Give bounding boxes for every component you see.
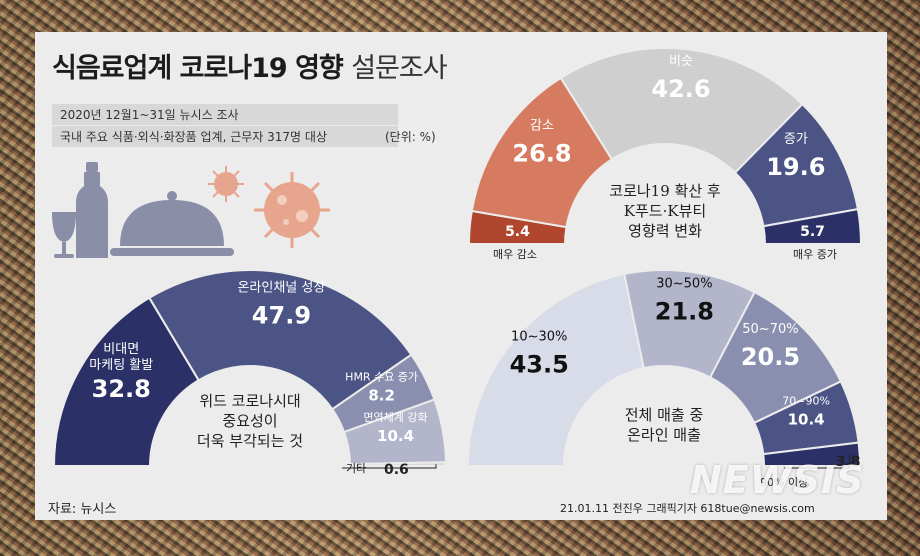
virus-small-icon — [208, 166, 244, 202]
slice-5 — [762, 207, 863, 245]
unit-label: (단위: %) — [385, 130, 436, 144]
category-label: 70~90% — [782, 395, 830, 408]
value-label: 20.5 — [741, 343, 800, 371]
center-text-line: 위드 코로나시대 — [199, 392, 300, 410]
slice-1 — [466, 272, 645, 467]
category-label: 비대면 마케팅 활발 — [89, 342, 153, 373]
survey-target: 국내 주요 식품·외식·화장품 업계, 근무자 317명 대상 — [52, 126, 398, 147]
wine-glass-icon — [52, 212, 76, 258]
slice-3 — [559, 47, 804, 175]
category-label: 온라인채널 성장 — [237, 280, 325, 295]
value-label: 10.4 — [377, 427, 414, 445]
category-label: 10~30% — [511, 330, 567, 345]
category-label: 30~50% — [656, 276, 712, 291]
value-label: 19.6 — [766, 153, 825, 181]
bottle-icon — [76, 162, 108, 258]
category-label: 매우 감소 — [493, 248, 537, 261]
source-note: 자료: 뉴시스 — [48, 502, 117, 517]
category-label: HMR 수요 증가 — [345, 370, 418, 383]
page-title: 식음료업계 코로나19 영향 설문조사 — [52, 46, 448, 85]
center-text-line: 전체 매출 중 — [625, 406, 704, 424]
center-text-line: 더욱 부각되는 것 — [197, 432, 303, 450]
title-light: 설문조사 — [351, 53, 447, 84]
category-label: 매우 증가 — [793, 248, 837, 261]
slice-5 — [762, 441, 862, 467]
leader-line-5 — [342, 464, 437, 469]
category-label: 비슷 — [669, 54, 693, 69]
donut-chart-1: 5.4 매우 감소 감소 26.8 비슷 42.6 증가 19.6 5.7 매우 증가 코로나19 … — [467, 47, 863, 261]
center-text-line: 중요성이 — [222, 412, 277, 430]
center-text-line: 영향력 변화 — [628, 222, 702, 240]
value-label: 43.5 — [510, 351, 569, 379]
category-label: 감소 — [530, 119, 554, 134]
value-label: 5.4 — [505, 224, 530, 240]
cloche-icon — [110, 191, 234, 256]
value-label: 26.8 — [512, 140, 571, 168]
value-label: 5.7 — [800, 224, 825, 240]
value-label: 32.8 — [92, 375, 151, 403]
value-label: 3.8 — [836, 454, 861, 470]
category-label: 기타 — [346, 462, 366, 475]
survey-date: 2020년 12월1~31일 뉴시스 조사 — [52, 104, 398, 125]
center-text-line: K푸드·K뷰티 — [624, 202, 706, 220]
value-label: 10.4 — [788, 411, 825, 429]
virus-large-icon — [254, 172, 330, 248]
slice-1 — [52, 296, 201, 467]
category-label: 50~70% — [742, 322, 798, 337]
value-label: 8.2 — [368, 386, 395, 404]
leader-line-5 — [784, 454, 851, 469]
center-text-line: 코로나19 확산 후 — [609, 182, 721, 200]
category-label: 증가 — [784, 132, 808, 147]
value-label: 21.8 — [655, 297, 714, 325]
slice-5 — [348, 461, 448, 467]
category-label: 90% 이상 — [760, 476, 808, 489]
category-label: 면역체계 강화 — [363, 411, 427, 424]
newsis-watermark: NEWSIS — [690, 458, 865, 502]
title-bold: 식음료업계 코로나19 영향 — [52, 53, 344, 84]
center-text-line: 온라인 매출 — [627, 426, 701, 444]
donut-chart-3: 10~30% 43.5 30~50% 21.8 50~70% 20.5 70~90% 10.4… — [466, 269, 862, 489]
category-line: 마케팅 활발 — [89, 358, 153, 373]
value-label: 47.9 — [252, 301, 311, 329]
credit-note: 21.01.11 전진우 그래픽기자 618tue@newsis.com — [560, 502, 815, 515]
value-label: 0.6 — [384, 462, 409, 478]
category-line: 비대면 — [103, 342, 139, 357]
value-label: 42.6 — [651, 75, 710, 103]
slice-2 — [147, 269, 413, 411]
